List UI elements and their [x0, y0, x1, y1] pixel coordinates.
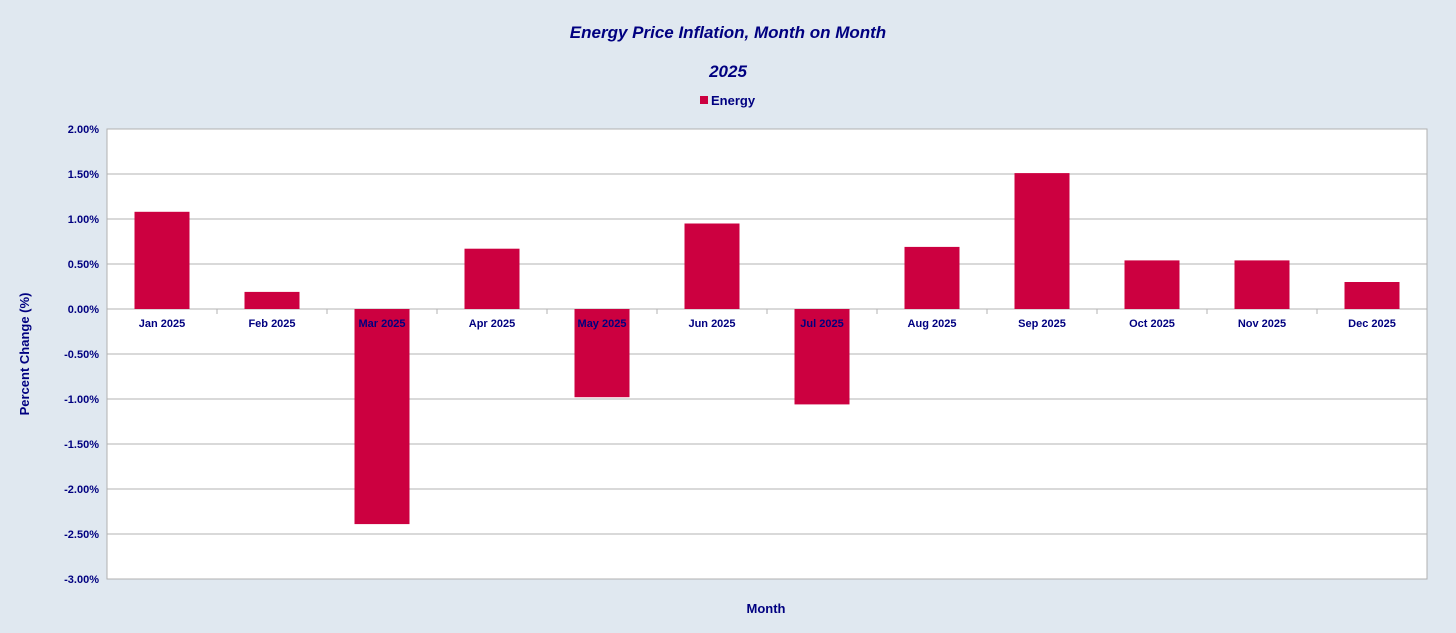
bar: [1014, 173, 1070, 309]
y-axis-title: Percent Change (%): [17, 293, 32, 416]
y-tick-label: 2.00%: [68, 124, 99, 136]
bar: [244, 291, 300, 309]
x-axis-title: Month: [747, 601, 786, 616]
y-axis-ticks: 2.00% 1.50% 1.00% 0.50% 0.00% -0.50% -1.00% -1.…: [64, 124, 99, 586]
legend-label-energy: Energy: [711, 93, 756, 108]
y-tick-label: 1.00%: [68, 214, 99, 226]
y-tick-label: -2.50%: [64, 529, 99, 541]
bar: [1344, 282, 1400, 309]
y-tick-label: -3.00%: [64, 574, 99, 586]
bar: [684, 223, 740, 309]
bar: [134, 211, 190, 309]
bar: [1234, 260, 1290, 309]
x-tick-label: Sep 2025: [1018, 318, 1066, 330]
y-tick-label: -2.00%: [64, 484, 99, 496]
y-tick-label: 1.50%: [68, 169, 99, 181]
x-tick-label: Aug 2025: [908, 318, 957, 330]
bar: [464, 248, 520, 309]
chart-title: Energy Price Inflation, Month on Month: [570, 23, 886, 42]
x-tick-label: Jul 2025: [800, 318, 843, 330]
chart-subtitle: 2025: [708, 62, 747, 81]
bar: [574, 309, 630, 398]
y-tick-label: 0.50%: [68, 259, 99, 271]
legend-swatch-energy: [700, 96, 708, 104]
x-tick-label: May 2025: [578, 318, 627, 330]
x-tick-label: Feb 2025: [248, 318, 295, 330]
x-tick-label: Nov 2025: [1238, 318, 1286, 330]
y-tick-label: -1.50%: [64, 439, 99, 451]
x-tick-label: Jan 2025: [139, 318, 185, 330]
x-tick-label: Dec 2025: [1348, 318, 1396, 330]
x-tick-label: Oct 2025: [1129, 318, 1175, 330]
x-tick-label: Mar 2025: [358, 318, 405, 330]
legend: Energy: [700, 93, 756, 108]
y-tick-label: -1.00%: [64, 394, 99, 406]
x-tick-label: Jun 2025: [688, 318, 735, 330]
bar: [794, 309, 850, 405]
y-tick-label: 0.00%: [68, 304, 99, 316]
x-axis-ticks: Jan 2025 Feb 2025 Mar 2025 Apr 2025 May 2025…: [139, 309, 1396, 330]
x-tick-label: Apr 2025: [469, 318, 515, 330]
bar: [354, 309, 410, 525]
bar: [1124, 260, 1180, 309]
bar: [904, 246, 960, 309]
y-tick-label: -0.50%: [64, 349, 99, 361]
bars: [134, 173, 1400, 525]
